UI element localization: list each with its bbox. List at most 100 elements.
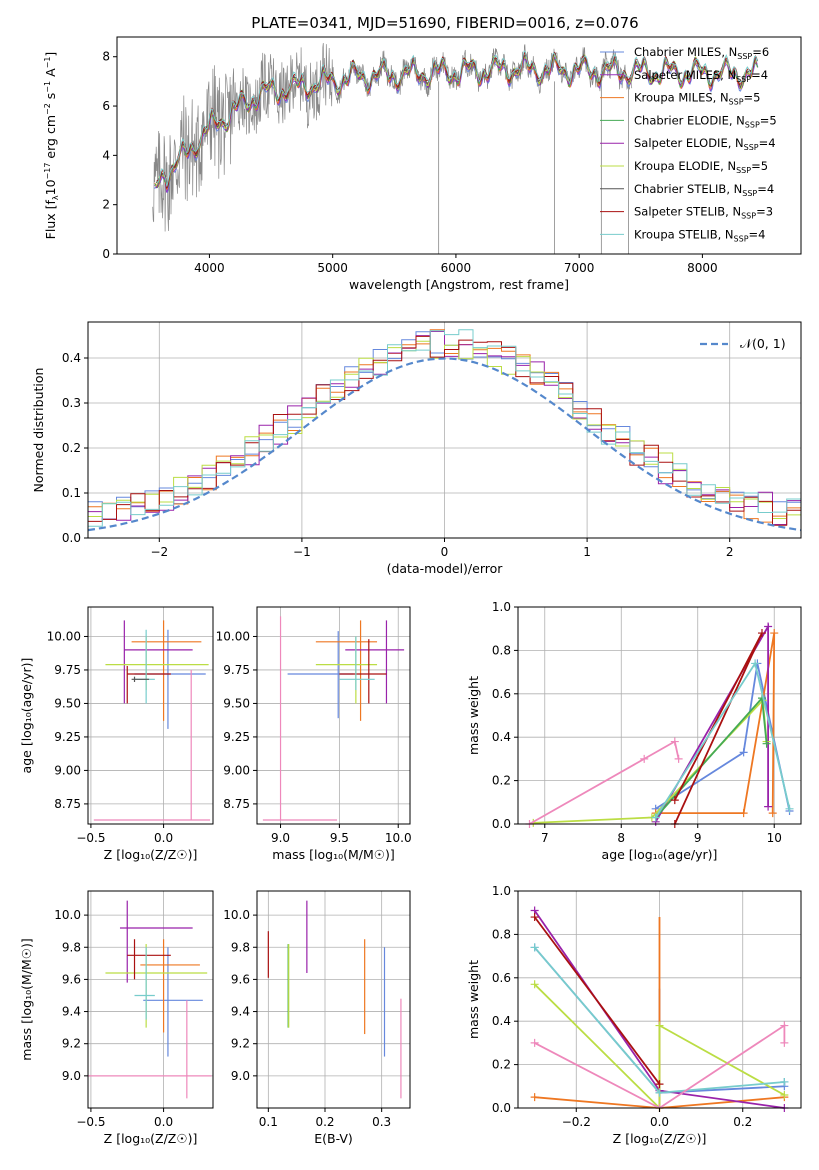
y-tick-label: 6: [102, 99, 110, 113]
panel-4: [514, 606, 802, 828]
y-tick-label: 4: [102, 148, 110, 162]
weight-marker: [757, 629, 766, 638]
y-tick-label: 9.8: [62, 940, 81, 954]
weight-marker: [530, 1038, 539, 1047]
y-tick-label: 9.6: [62, 972, 81, 986]
weight-marker: [655, 1088, 664, 1097]
x-axis-label: Z [log₁₀(Z/Z☉)]: [613, 1131, 707, 1146]
panel-5: [84, 890, 214, 1112]
y-tick-label: 0.2: [492, 774, 511, 788]
y-tick-label: 9.8: [231, 940, 250, 954]
residual-histogram: [88, 329, 801, 527]
y-tick-label: 10.00: [216, 629, 250, 643]
y-tick-label: 9.25: [54, 730, 81, 744]
y-tick-label: 0.6: [492, 687, 511, 701]
y-tick-label: 9.00: [223, 763, 250, 777]
weight-line: [533, 983, 785, 1111]
y-tick-label: 10.0: [54, 908, 81, 922]
legend-entry: Kroupa MILES, NSSP=5: [634, 91, 760, 107]
weight-marker: [768, 809, 777, 818]
weight-marker: [764, 802, 773, 811]
legend-entry: Kroupa STELIB, NSSP=4: [634, 227, 765, 243]
weight-marker: [780, 1038, 789, 1047]
weight-marker: [780, 1021, 789, 1030]
y-tick-label: 0.3: [62, 396, 81, 410]
axes-frame: [87, 890, 214, 1109]
y-tick-label: 9.75: [54, 663, 81, 677]
weight-marker: [764, 622, 773, 631]
weight-marker: [674, 754, 683, 763]
weight-line: [533, 916, 661, 1085]
legend-entry: Chabrier STELIB, NSSP=4: [634, 182, 774, 198]
chart-title: PLATE=0341, MJD=51690, FIBERID=0016, z=0…: [251, 14, 638, 32]
weight-line: [529, 740, 680, 825]
y-tick-label: 0.2: [62, 441, 81, 455]
x-axis-label: age [log₁₀(age/yr)]: [602, 847, 718, 862]
y-tick-label: 9.2: [62, 1037, 81, 1051]
residual-histogram: [88, 331, 801, 525]
y-tick-label: 9.50: [223, 696, 250, 710]
x-tick-label: 9.5: [330, 831, 349, 845]
y-tick-label: 2: [102, 198, 110, 212]
legend-entry: Salpeter MILES, NSSP=4: [634, 68, 768, 84]
x-tick-label: 0.0: [650, 1115, 669, 1129]
weight-marker: [770, 629, 779, 638]
weight-marker: [780, 1090, 789, 1099]
weight-line: [534, 1023, 786, 1110]
legend-entry: Salpeter STELIB, NSSP=3: [634, 205, 773, 221]
weight-marker: [780, 1077, 789, 1086]
x-tick-label: 0.1: [259, 1115, 278, 1129]
axes-frame: [116, 36, 802, 255]
x-tick-label: 10.0: [385, 831, 412, 845]
y-tick-label: 0.0: [492, 817, 511, 831]
x-tick-label: 0.0: [154, 1115, 173, 1129]
x-tick-label: 8000: [687, 261, 718, 275]
x-tick-label: 0: [441, 545, 449, 559]
y-tick-label: 0.0: [62, 531, 81, 545]
y-tick-label: 10.0: [223, 908, 250, 922]
x-tick-label: 5000: [317, 261, 348, 275]
weight-marker: [530, 980, 539, 989]
y-tick-label: 0.2: [492, 1058, 511, 1072]
y-tick-label: 9.75: [223, 663, 250, 677]
y-tick-label: 0.8: [492, 643, 511, 657]
weight-line: [655, 632, 776, 814]
y-tick-label: 0: [102, 247, 110, 261]
legend-entry: 𝒩(0, 1): [740, 336, 786, 351]
y-axis-label: mass weight: [466, 960, 481, 1039]
weight-marker: [530, 1093, 539, 1102]
normal-curve: [87, 357, 802, 532]
weight-marker: [670, 796, 679, 805]
x-tick-label: −0.2: [562, 1115, 591, 1129]
weight-marker: [651, 813, 660, 822]
y-tick-label: 9.6: [231, 972, 250, 986]
y-axis-label: Flux [fλ10−17 erg cm−2 s−1 A−1]: [43, 52, 60, 240]
panel-2: [84, 606, 214, 828]
x-tick-label: −0.5: [76, 831, 105, 845]
weight-marker: [739, 809, 748, 818]
y-axis-label: Normed distribution: [31, 368, 46, 493]
y-tick-label: 0.4: [492, 1014, 511, 1028]
y-tick-label: 9.00: [54, 763, 81, 777]
x-axis-label: E(B-V): [314, 1131, 353, 1146]
weight-marker: [785, 804, 794, 813]
y-tick-label: 0.1: [62, 486, 81, 500]
legend-entry: Chabrier ELODIE, NSSP=5: [634, 113, 777, 129]
y-tick-label: 0.8: [492, 927, 511, 941]
x-axis-label: Z [log₁₀(Z/Z☉)]: [104, 1131, 198, 1146]
x-axis-label: mass [log₁₀(M/M☉)]: [272, 847, 394, 862]
x-tick-label: 8: [617, 831, 625, 845]
model-spectrum-line: [156, 50, 758, 187]
y-tick-label: 0.4: [62, 351, 81, 365]
weight-marker: [655, 1080, 664, 1089]
y-axis-label: mass weight: [466, 676, 481, 755]
y-tick-label: 1.0: [492, 600, 511, 614]
x-axis-label: Z [log₁₀(Z/Z☉)]: [104, 847, 198, 862]
y-tick-label: 0.6: [492, 971, 511, 985]
y-tick-label: 9.2: [231, 1037, 250, 1051]
legend-entry: Kroupa ELODIE, NSSP=5: [634, 159, 768, 175]
x-axis-label: wavelength [Angstrom, rest frame]: [349, 277, 569, 292]
weight-marker: [762, 739, 771, 748]
x-tick-label: 7: [541, 831, 549, 845]
